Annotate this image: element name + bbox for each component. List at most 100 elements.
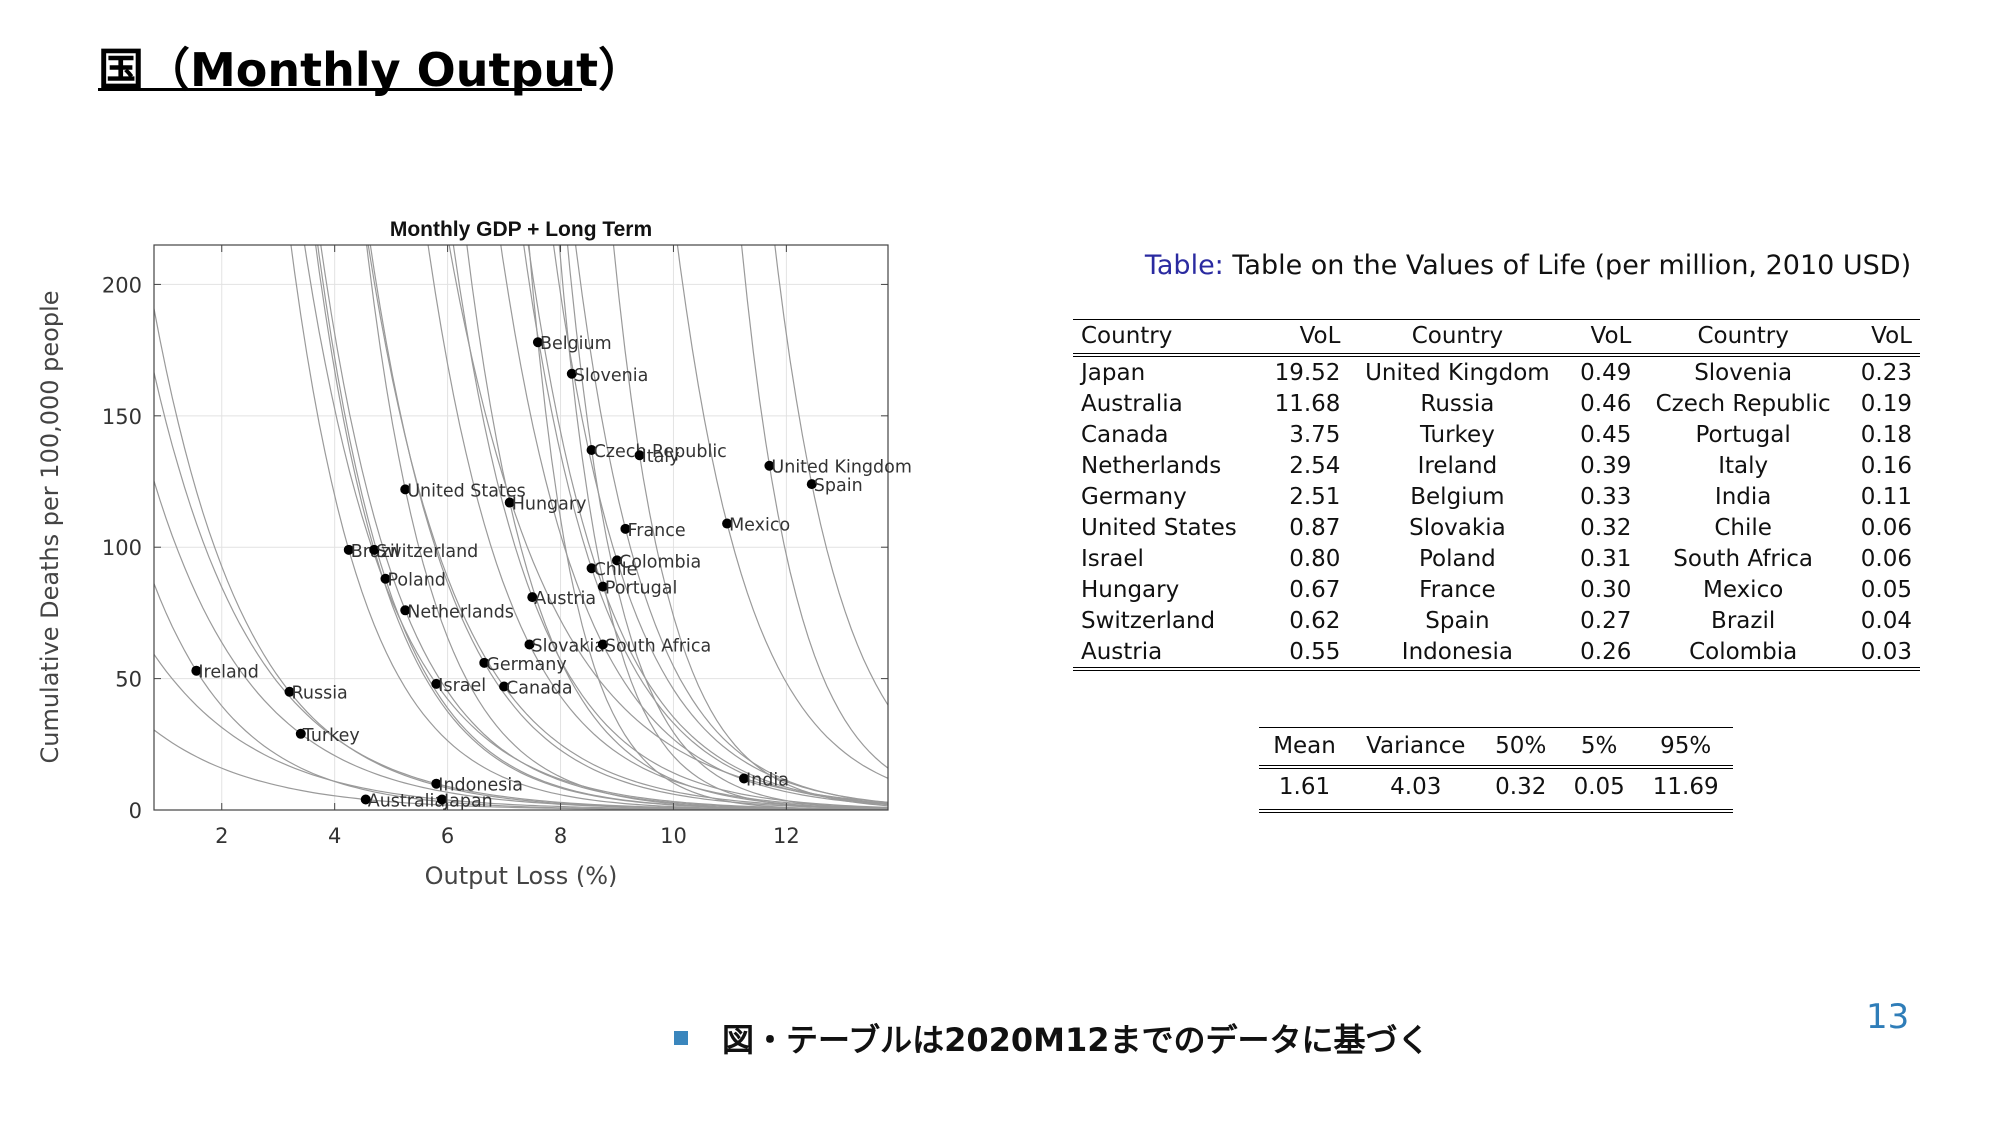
country-cell: Slovenia xyxy=(1694,359,1793,386)
vol-cell: 0.32 xyxy=(1580,514,1632,541)
country-cell: South Africa xyxy=(1673,545,1814,572)
vol-cell: 0.39 xyxy=(1580,452,1632,479)
country-cell: Russia xyxy=(1420,390,1495,417)
table-row: Australia 11.68 Russia 0.46 Czech Republic 0.… xyxy=(1073,388,1920,419)
data-point xyxy=(586,444,597,455)
stats-value-row: 1.61 4.03 0.32 0.05 11.69 xyxy=(1259,767,1733,811)
indifference-curve xyxy=(527,245,888,805)
stats-p95: 11.69 xyxy=(1652,774,1719,800)
y-axis-label: Cumulative Deaths per 100,000 people xyxy=(36,290,64,763)
country-cell: India xyxy=(1714,483,1772,510)
country-cell: Netherlands xyxy=(1081,452,1222,479)
x-axis-label: Output Loss (%) xyxy=(425,862,618,890)
data-point xyxy=(380,573,391,584)
vol-cell: 0.62 xyxy=(1289,607,1341,634)
data-point xyxy=(806,479,817,490)
indifference-curve xyxy=(523,245,888,805)
vol-cell: 0.33 xyxy=(1580,483,1632,510)
stats-p50: 0.32 xyxy=(1495,774,1547,800)
point-label: Ireland xyxy=(198,663,259,683)
table-header-row: Country VoL Country VoL Country VoL xyxy=(1073,319,1920,357)
country-cell: Hungary xyxy=(1081,576,1180,603)
data-point xyxy=(566,368,577,379)
values-of-life-table: Country VoL Country VoL Country VoL Japa… xyxy=(1073,319,1920,671)
stats-header-p95: 95% xyxy=(1638,727,1733,769)
table-caption: Table: Table on the Values of Life (per … xyxy=(1073,250,1983,281)
point-label: South Africa xyxy=(605,636,711,656)
header-vol: VoL xyxy=(1259,319,1349,357)
vol-cell: 0.18 xyxy=(1860,421,1912,448)
data-point xyxy=(369,544,380,555)
header-vol: VoL xyxy=(1846,319,1920,357)
data-point xyxy=(524,639,535,650)
page-number: 13 xyxy=(1866,997,1910,1037)
data-point xyxy=(764,460,775,471)
y-tick-label: 50 xyxy=(115,668,142,692)
vol-cell: 0.46 xyxy=(1580,390,1632,417)
y-tick-label: 200 xyxy=(102,273,142,297)
axis-ticks: 2 4 6 8 10 12 0 50 100 150 200 xyxy=(102,245,888,848)
indifference-curves xyxy=(154,245,888,810)
plot-area xyxy=(154,245,888,810)
point-label: India xyxy=(746,770,789,790)
country-cell: Mexico xyxy=(1702,576,1784,603)
country-cell: Poland xyxy=(1419,545,1496,572)
stats-header-p50: 50% xyxy=(1481,727,1560,769)
scatter-chart: 2 4 6 8 10 12 0 50 100 150 200 Belgium Slovenia Czec… xyxy=(36,218,912,890)
table-row: Netherlands 2.54 Ireland 0.39 Italy 0.16 xyxy=(1073,450,1920,481)
point-label: Germany xyxy=(486,655,566,675)
point-label: Netherlands xyxy=(407,602,514,622)
point-label: Colombia xyxy=(619,552,701,572)
data-point xyxy=(431,778,442,789)
country-cell: Brazil xyxy=(1711,607,1776,634)
country-cell: United Kingdom xyxy=(1365,359,1550,386)
indifference-curve xyxy=(367,245,888,809)
stats-header-mean: Mean xyxy=(1259,727,1351,769)
table-row: Hungary 0.67 France 0.30 Mexico 0.05 xyxy=(1073,574,1920,605)
header-country: Country xyxy=(1073,319,1260,357)
vol-cell: 19.52 xyxy=(1274,359,1341,386)
vol-cell: 0.30 xyxy=(1580,576,1632,603)
table-row: Japan 19.52 United Kingdom 0.49 Slovenia 0.23 xyxy=(1073,355,1920,388)
summary-stats-table: Mean Variance 50% 5% 95% 1.61 4.03 0.32 … xyxy=(1259,727,1733,813)
table-body: Japan 19.52 United Kingdom 0.49 Slovenia 0.23… xyxy=(1073,355,1920,669)
point-label: Hungary xyxy=(512,495,587,515)
x-tick-label: 4 xyxy=(328,824,341,848)
data-point xyxy=(532,337,543,348)
country-cell: Colombia xyxy=(1689,638,1798,665)
vol-cell: 2.51 xyxy=(1289,483,1341,510)
country-cell: Japan xyxy=(1081,359,1146,386)
vol-cell: 0.26 xyxy=(1580,638,1632,665)
table-row: Austria 0.55 Indonesia 0.26 Colombia 0.03 xyxy=(1073,636,1920,669)
point-label: United Kingdom xyxy=(771,458,911,478)
vol-cell: 0.45 xyxy=(1580,421,1632,448)
country-cell: United States xyxy=(1081,514,1237,541)
data-point xyxy=(586,563,597,574)
point-label: Switzerland xyxy=(376,542,478,562)
x-tick-label: 6 xyxy=(441,824,454,848)
x-tick-label: 2 xyxy=(215,824,228,848)
vol-cell: 0.16 xyxy=(1860,452,1912,479)
data-point xyxy=(722,518,733,529)
country-cell: Italy xyxy=(1718,452,1769,479)
data-point xyxy=(431,678,442,689)
header-country: Country xyxy=(1639,319,1847,357)
vol-cell: 0.67 xyxy=(1289,576,1341,603)
data-point xyxy=(360,794,371,805)
bullet-square-icon xyxy=(674,1031,688,1045)
header-vol: VoL xyxy=(1566,319,1640,357)
title-underline xyxy=(98,88,582,91)
country-cell: Switzerland xyxy=(1081,607,1216,634)
country-cell: Spain xyxy=(1425,607,1490,634)
country-cell: Australia xyxy=(1081,390,1183,417)
indifference-curve xyxy=(448,245,888,803)
country-cell: France xyxy=(1419,576,1496,603)
table-row: Germany 2.51 Belgium 0.33 India 0.11 xyxy=(1073,481,1920,512)
country-cell: Portugal xyxy=(1695,421,1791,448)
vol-cell: 0.11 xyxy=(1860,483,1912,510)
vol-cell: 0.49 xyxy=(1580,359,1632,386)
point-label: France xyxy=(627,521,685,541)
country-cell: Austria xyxy=(1081,638,1163,665)
y-tick-label: 150 xyxy=(102,405,142,429)
